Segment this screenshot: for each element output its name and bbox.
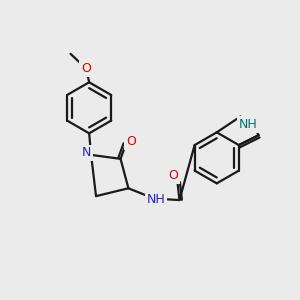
Text: O: O	[169, 169, 178, 182]
Text: O: O	[81, 62, 91, 75]
Text: N: N	[82, 146, 91, 159]
Text: O: O	[126, 135, 136, 148]
Text: NH: NH	[146, 193, 165, 206]
Text: NH: NH	[239, 118, 257, 131]
